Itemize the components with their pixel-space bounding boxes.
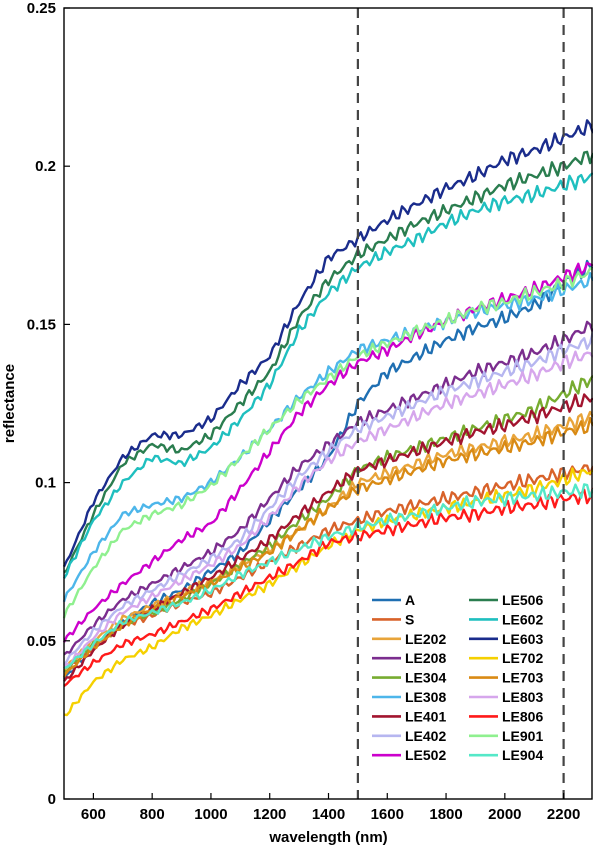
legend-label: LE602 [502, 611, 543, 627]
y-tick-label: 0 [48, 791, 56, 808]
x-tick-label: 600 [81, 806, 106, 823]
legend-label: LE208 [405, 650, 446, 666]
series-line-le506 [63, 150, 593, 574]
legend-label: LE702 [502, 650, 543, 666]
x-tick-label: 1800 [429, 806, 462, 823]
legend-label: LE402 [405, 728, 446, 744]
series-line-le208 [63, 320, 593, 656]
series-line-s [63, 464, 593, 674]
legend-label: LE901 [502, 728, 543, 744]
y-tick-label: 0.15 [27, 316, 56, 333]
y-tick-label: 0.25 [27, 0, 56, 17]
series-line-le304 [63, 374, 593, 673]
legend-label: LE803 [502, 689, 543, 705]
legend-label: LE603 [502, 631, 543, 647]
legend-label: LE401 [405, 708, 446, 724]
series-line-le901 [62, 267, 593, 619]
series-line-le803 [62, 350, 593, 670]
legend-label: LE308 [405, 689, 446, 705]
series-line-le702 [63, 467, 593, 717]
x-tick-label: 2200 [547, 806, 580, 823]
y-axis-title: reflectance [1, 364, 18, 443]
legend: AS LE202 LE208 LE304 LE308 LE401 LE402 LE502 LE5… [372, 592, 543, 763]
series-layer [62, 119, 593, 717]
series-line-le402 [63, 331, 593, 666]
legend-label: LE202 [405, 631, 446, 647]
legend-label: LE304 [405, 670, 446, 686]
x-tick-label: 800 [140, 806, 165, 823]
x-tick-label: 1000 [194, 806, 227, 823]
x-axis-title: wavelength (nm) [268, 829, 387, 846]
y-tick-label: 0.1 [35, 475, 56, 492]
series-line-le401 [63, 393, 593, 682]
legend-label: LE904 [502, 747, 543, 763]
y-tick-label: 0.05 [27, 633, 56, 650]
legend-label: LE703 [502, 670, 543, 686]
x-tick-label: 1600 [371, 806, 404, 823]
legend-label: LE806 [502, 708, 543, 724]
series-line-le603 [62, 119, 593, 568]
reference-lines [356, 8, 565, 799]
legend-label: LE502 [405, 747, 446, 763]
y-tick-label: 0.2 [35, 158, 56, 175]
axis-ticks: 600 800 1000 1200 1400 1600 1800 2000 2200 0 0.05 0… [27, 0, 581, 823]
series-line-le602 [62, 172, 593, 580]
legend-label: LE506 [502, 592, 543, 608]
series-line-a [63, 259, 593, 680]
legend-label: A [405, 592, 415, 608]
x-tick-label: 1400 [312, 806, 345, 823]
legend-label: S [405, 611, 414, 627]
x-tick-label: 2000 [488, 806, 521, 823]
x-tick-label: 1200 [253, 806, 286, 823]
series-line-le904 [63, 483, 593, 670]
